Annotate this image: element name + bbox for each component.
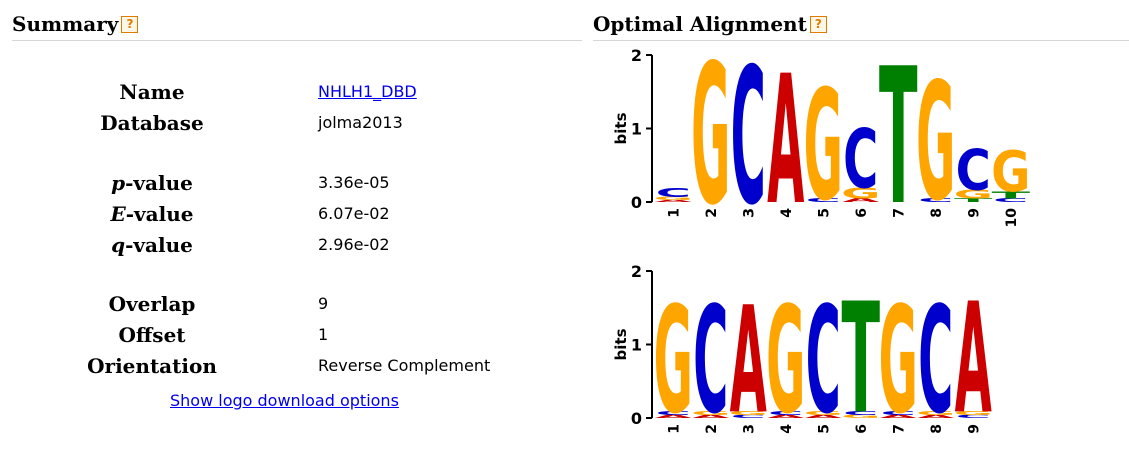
top-logo-letter-G: G xyxy=(691,44,730,234)
bottom-logo-letter-A: A xyxy=(730,276,767,447)
top-logo-letter-A: A xyxy=(767,44,804,234)
top-logo-letter-G: G xyxy=(804,57,843,234)
top-logo-position-label: 3 xyxy=(741,208,757,218)
bottom-logo-position-label: 8 xyxy=(929,424,945,434)
top-logo-letter-G: G xyxy=(841,185,880,203)
bottom-logo-y-tick-label: 0 xyxy=(631,409,642,428)
top-logo-letter-A: A xyxy=(842,197,880,203)
bottom-logo-letter-A: A xyxy=(955,270,992,448)
top-logo-letter-C: C xyxy=(956,139,991,203)
top-logo-position-label: 4 xyxy=(779,208,795,218)
e-value-label: E-value xyxy=(110,202,194,226)
top-logo-y-tick-label: 0 xyxy=(631,193,642,212)
p-value-label: p-value xyxy=(111,171,193,195)
bottom-logo-position-label: 9 xyxy=(966,424,982,434)
bottom-logo-letter-C: C xyxy=(806,276,841,447)
top-logo-position-label: 7 xyxy=(891,208,907,218)
bottom-logo-letter-A: A xyxy=(655,414,693,419)
bottom-logo-letter-C: C xyxy=(656,410,691,416)
top-logo-position-label: 10 xyxy=(1004,208,1020,228)
bottom-logo-letter-G: G xyxy=(841,414,880,419)
bottom-logo-letter-T: T xyxy=(841,272,880,448)
top-logo-position-label: 5 xyxy=(816,208,832,218)
bottom-logo-letter-G: G xyxy=(954,410,993,416)
top-logo-letter-A: A xyxy=(655,199,693,203)
top-logo-letter-T: T xyxy=(879,44,918,234)
top-logo-letter-G: G xyxy=(954,188,993,202)
bottom-logo-letter-A: A xyxy=(917,414,955,419)
top-logo-letter-T: T xyxy=(991,189,1030,201)
orientation-label: Orientation xyxy=(87,354,217,378)
bottom-logo-position-label: 3 xyxy=(741,424,757,434)
name-label: Name xyxy=(119,80,185,104)
top-logo-position-label: 9 xyxy=(966,208,982,218)
bottom-logo-letter-C: C xyxy=(768,410,803,416)
top-logo-letter-G: G xyxy=(654,196,693,201)
bottom-logo-position-label: 7 xyxy=(891,424,907,434)
e-value-value: 6.07e-02 xyxy=(318,204,390,223)
alignment-header: Optimal Alignment ? xyxy=(593,8,1129,41)
q-value-value: 2.96e-02 xyxy=(318,235,390,254)
top-logo-letter-C: C xyxy=(843,112,878,207)
bottom-logo-letter-C: C xyxy=(693,276,728,447)
top-logo-letter-G: G xyxy=(991,141,1030,205)
bottom-logo-letter-G: G xyxy=(879,276,918,447)
top-logo-position-label: 2 xyxy=(704,208,720,218)
bottom-logo-letter-G: G xyxy=(916,410,955,416)
bottom-logo-letter-A: A xyxy=(880,414,918,419)
show-logo-download-options-link[interactable]: Show logo download options xyxy=(170,391,399,410)
bottom-logo-letter-C: C xyxy=(731,414,766,419)
top-logo-letter-T: T xyxy=(954,197,993,203)
top-logo-position-label: 1 xyxy=(666,208,682,218)
top-logo-y-tick-label: 2 xyxy=(631,46,642,65)
bottom-logo-letter-G: G xyxy=(691,410,730,416)
top-logo-letter-C: C xyxy=(918,197,953,203)
bottom-logo-letter-G: G xyxy=(729,410,768,416)
top-logo-letter-C: C xyxy=(806,197,841,203)
motif-name-link[interactable]: NHLH1_DBD xyxy=(318,82,417,101)
overlap-value: 9 xyxy=(318,294,329,313)
top-logo-position-label: 8 xyxy=(929,208,945,218)
database-value: jolma2013 xyxy=(318,113,403,132)
alignment-help-icon[interactable]: ? xyxy=(809,15,827,33)
top-logo-y-axis-label: bits xyxy=(612,112,630,144)
bottom-logo-letter-C: C xyxy=(956,414,991,419)
bottom-logo-position-label: 1 xyxy=(666,424,682,434)
bottom-logo-position-label: 2 xyxy=(704,424,720,434)
bottom-logo-letter-A: A xyxy=(692,414,730,419)
bottom-logo-y-tick-label: 1 xyxy=(631,336,642,355)
alignment-title: Optimal Alignment xyxy=(593,12,807,36)
top-logo-letter-G: G xyxy=(916,49,955,234)
top-logo-y-tick-label: 1 xyxy=(631,120,642,139)
offset-value: 1 xyxy=(318,325,329,344)
bottom-logo-position-label: 5 xyxy=(816,424,832,434)
bottom-sequence-logo: 012bitsACG1AGC2CGA3ACG4AGC5GCT6ACG7AGC8C… xyxy=(612,262,993,448)
top-logo-letter-C: C xyxy=(731,44,766,234)
summary-title: Summary xyxy=(12,12,119,36)
bottom-logo-letter-G: G xyxy=(766,276,805,447)
bottom-logo-y-tick-label: 2 xyxy=(631,262,642,281)
top-logo-letter-C: C xyxy=(993,197,1028,203)
bottom-logo-y-axis-label: bits xyxy=(612,328,630,360)
bottom-logo-letter-A: A xyxy=(767,414,805,419)
overlap-label: Overlap xyxy=(108,292,196,316)
top-logo-letter-C: C xyxy=(656,186,691,200)
bottom-logo-letter-C: C xyxy=(918,276,953,447)
summary-header: Summary ? xyxy=(12,8,582,41)
p-value-value: 3.36e-05 xyxy=(318,173,390,192)
bottom-logo-position-label: 4 xyxy=(779,424,795,434)
bottom-logo-letter-G: G xyxy=(654,276,693,447)
offset-label: Offset xyxy=(118,323,186,347)
bottom-logo-letter-C: C xyxy=(881,410,916,416)
top-logo-position-label: 6 xyxy=(854,208,870,218)
bottom-logo-letter-G: G xyxy=(804,410,843,416)
bottom-logo-letter-A: A xyxy=(805,414,843,419)
summary-help-icon[interactable]: ? xyxy=(121,15,139,33)
bottom-logo-position-label: 6 xyxy=(854,424,870,434)
orientation-value: Reverse Complement xyxy=(318,356,491,375)
bottom-logo-letter-C: C xyxy=(843,410,878,416)
database-label: Database xyxy=(100,111,204,135)
q-value-label: q-value xyxy=(111,233,193,257)
